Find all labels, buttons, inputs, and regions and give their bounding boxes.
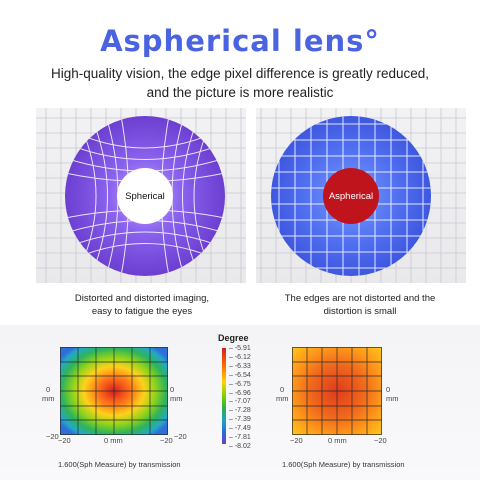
right-axis-unit: mm [276,394,289,403]
legend-tick: – -7.49 [229,425,251,433]
legend-tick: – -6.12 [229,353,251,361]
aspherical-lens-panel: Aspherical [256,108,466,283]
legend-tick: – -7.39 [229,416,251,424]
legend-tick: – -7.81 [229,434,251,442]
legend-tick: – -6.33 [229,362,251,370]
right-axis-bottom-left: −20 [290,436,303,445]
legend-tick: – -7.07 [229,398,251,406]
left-axis-zero-right: 0 [170,385,175,394]
spherical-lens-illustration: Spherical [36,108,246,283]
spherical-lens-panel: Spherical [36,108,246,283]
legend-title: Degree [218,333,249,343]
spherical-caption: Distorted and distorted imaging, easy to… [32,292,252,318]
measure-caption-right: 1.600(Sph Measure) by transmission [282,460,405,469]
left-axis-bottom-left: −20 [58,436,71,445]
aspherical-center-circle [323,168,379,224]
aspherical-label: Aspherical [329,191,373,202]
right-axis-unit-right: mm [386,394,399,403]
spherical-caption-line-2: easy to fatigue the eyes [91,306,193,317]
right-axis-zero: 0 [280,385,285,394]
legend-tick: – -6.96 [229,389,251,397]
aspherical-caption: The edges are not distorted and the dist… [250,292,470,318]
right-axis-zero-right: 0 [386,385,391,394]
aspherical-caption-line-1: The edges are not distorted and the [284,293,436,304]
left-axis-side-bottom: −20 [46,432,59,441]
left-axis-unit-right: mm [170,394,183,403]
right-axis-bottom-right: −20 [374,436,387,445]
legend-tick: – -8.02 [229,443,251,450]
spherical-caption-line-1: Distorted and distorted imaging, [74,293,210,304]
legend-tick: – -6.75 [229,380,251,388]
page-title: Aspherical lens° [100,24,380,58]
left-axis-bottom-right: −20 [160,436,173,445]
left-axis-zero: 0 [46,385,51,394]
right-axis-bottom-center: 0 mm [328,436,347,445]
left-axis-side-bottom-right: −20 [174,432,187,441]
legend-color-bar [222,348,226,444]
spherical-heatmap [60,347,168,435]
aspherical-lens-illustration: Aspherical [256,108,466,283]
legend-tick: – -6.54 [229,371,251,379]
left-axis-unit: mm [42,394,55,403]
subtitle-line-1: High-quality vision, the edge pixel diff… [51,66,429,81]
aspherical-caption-line-2: distortion is small [323,306,397,317]
measure-caption-left: 1.600(Sph Measure) by transmission [58,460,181,469]
aspherical-heatmap [292,347,382,435]
spherical-center-circle [117,168,173,224]
subtitle-line-2: and the picture is more realistic [146,85,334,100]
legend-tick: – -5.91 [229,345,251,352]
left-axis-bottom-center: 0 mm [104,436,123,445]
legend-tick: – -7.28 [229,407,251,415]
spherical-label: Spherical [125,191,165,202]
